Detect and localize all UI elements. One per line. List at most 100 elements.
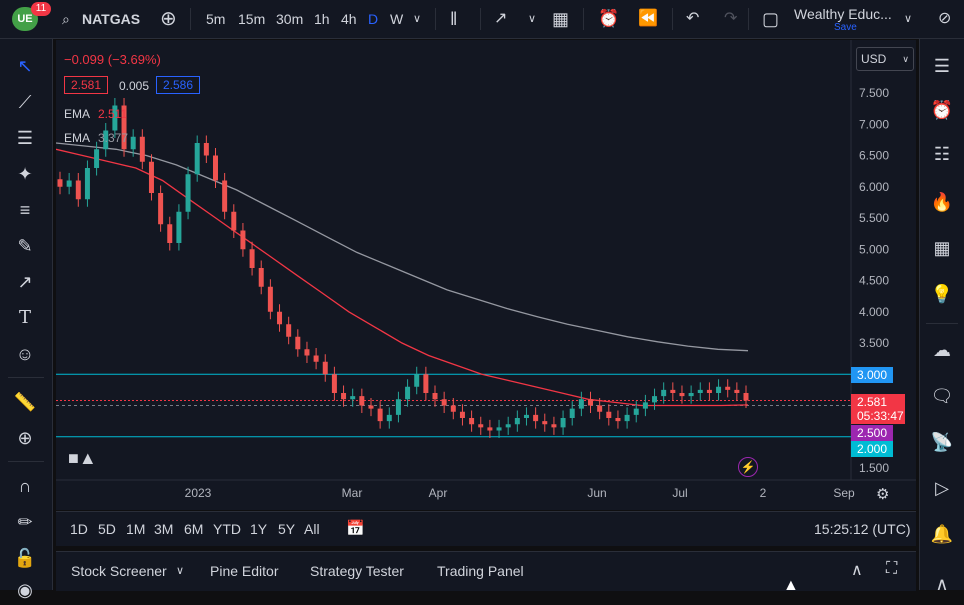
tab-strategy-tester[interactable]: Strategy Tester — [310, 563, 404, 579]
currency-selector[interactable]: USD ∨ — [856, 47, 914, 71]
candle-body — [688, 393, 694, 397]
y-tick-label: 4.500 — [859, 274, 889, 288]
timeframe-30m[interactable]: 30m — [276, 11, 304, 27]
bell-icon[interactable]: 🔔 — [930, 524, 954, 544]
utc-clock[interactable]: 15:25:12 (UTC) — [814, 521, 911, 537]
chat-icon[interactable]: 🗨 — [930, 386, 954, 406]
candle-body — [286, 324, 292, 337]
price-chart[interactable]: 7.500 7.000 6.500 6.000 5.500 5.000 4.500 4.000… — [56, 40, 916, 510]
candle-body — [112, 105, 118, 131]
timeframe-15m[interactable]: 15m — [238, 11, 266, 27]
horizontal-lines-icon[interactable]: ☰ — [16, 128, 34, 148]
broadcast-icon[interactable]: 📡 — [930, 432, 954, 452]
range-1y[interactable]: 1Y — [250, 521, 268, 537]
save-label[interactable]: Save — [834, 22, 857, 33]
candle-body — [450, 405, 456, 412]
candle-body — [432, 393, 438, 400]
trend-line-icon[interactable]: ⟋ — [18, 92, 32, 112]
maximize-icon[interactable]: ⛶ — [886, 560, 898, 577]
lightbulb-icon[interactable]: 💡 — [930, 284, 954, 304]
play-circle-icon[interactable]: ▷ — [935, 478, 949, 498]
timeframe-1h[interactable]: 1h — [314, 11, 330, 27]
y-tick-label: 6.000 — [859, 180, 889, 194]
zoom-in-icon[interactable]: ⊕ — [17, 428, 33, 448]
arrow-icon[interactable]: ↗ — [17, 272, 33, 292]
text-icon[interactable]: T — [18, 307, 31, 328]
search-icon[interactable]: ⌕ — [62, 11, 70, 27]
range-5y[interactable]: 5Y — [278, 521, 296, 537]
tab-stock-screener[interactable]: Stock Screener — [71, 563, 167, 579]
replay-icon[interactable]: ⏪ — [638, 10, 658, 27]
layout-icon[interactable]: ▢ — [762, 9, 780, 29]
timeframe-5m[interactable]: 5m — [206, 11, 226, 27]
chevron-down-icon[interactable]: ∨ — [904, 13, 913, 25]
undo-icon[interactable]: ↶ — [686, 10, 700, 27]
alert-icon[interactable]: ⏰ — [598, 9, 620, 28]
candle-body — [459, 411, 465, 418]
bid-price[interactable]: 2.581 — [64, 76, 109, 94]
mouse-pointer-icon: ▲ — [783, 577, 799, 594]
magnet-icon[interactable]: ∩ — [18, 476, 32, 496]
lightning-icon[interactable]: ⚡ — [738, 457, 758, 477]
chevron-down-icon[interactable]: ∨ — [176, 565, 185, 577]
candle-body — [322, 361, 328, 375]
ask-price[interactable]: 2.586 — [156, 76, 201, 94]
chart-area[interactable]: 7.500 7.000 6.500 6.000 5.500 5.000 4.500 4.000… — [56, 40, 916, 510]
timeframe-4h[interactable]: 4h — [341, 11, 357, 27]
settings-gear-icon[interactable]: ⚙ — [876, 486, 890, 503]
chevron-down-icon[interactable]: ∨ — [528, 13, 537, 25]
timeframe-w[interactable]: W — [390, 11, 404, 27]
fib-icon[interactable]: ≡ — [19, 200, 31, 220]
emoji-icon[interactable]: ☺ — [15, 344, 35, 364]
brush-icon[interactable]: ✎ — [17, 236, 33, 256]
lock-icon[interactable]: 🔓 — [13, 548, 37, 568]
candle-body — [130, 136, 136, 150]
range-3m[interactable]: 3M — [154, 521, 174, 537]
candle-body — [203, 143, 209, 156]
candle-body — [505, 424, 511, 428]
tab-pine-editor[interactable]: Pine Editor — [210, 563, 279, 579]
pattern-icon[interactable]: ✦ — [17, 164, 33, 184]
chevron-down-icon[interactable]: ∨ — [413, 13, 422, 25]
timeframe-d[interactable]: D — [368, 11, 379, 27]
cloud-icon[interactable]: ☁ — [933, 340, 951, 360]
layout-name[interactable]: Wealthy Educ... — [794, 6, 892, 22]
watchlist-icon[interactable]: ☰ — [933, 56, 951, 76]
range-6m[interactable]: 6M — [184, 521, 204, 537]
range-all[interactable]: All — [304, 521, 320, 537]
candle-body — [661, 389, 667, 397]
fire-icon[interactable]: 🔥 — [930, 192, 954, 212]
chevron-up-icon[interactable]: ∧ — [935, 574, 949, 594]
indicators-icon[interactable]: ↗ — [494, 10, 508, 27]
drawing-toggle-icon[interactable]: ⊘ — [938, 10, 952, 27]
symbol-name[interactable]: NATGAS — [82, 11, 141, 27]
ema-fast-line — [56, 148, 749, 407]
lock-drawing-icon[interactable]: ✏ — [17, 512, 33, 532]
tab-trading-panel[interactable]: Trading Panel — [437, 563, 524, 579]
candle-body — [405, 386, 411, 400]
candle-body — [569, 408, 575, 418]
chevron-up-icon[interactable]: ∧ — [851, 562, 863, 579]
cursor-icon[interactable]: ↖ — [17, 56, 33, 76]
x-tick-label: Jun — [587, 486, 606, 500]
add-symbol-icon[interactable]: ⊕ — [160, 8, 177, 30]
alarm-clock-icon[interactable]: ⏰ — [930, 100, 954, 120]
candle-body — [121, 105, 127, 150]
range-1m[interactable]: 1M — [126, 521, 146, 537]
range-1d[interactable]: 1D — [70, 521, 88, 537]
list-add-icon[interactable]: ☷ — [933, 144, 951, 164]
candle-body — [94, 149, 100, 168]
candles-icon[interactable]: ‖ — [450, 9, 458, 29]
range-5d[interactable]: 5D — [98, 521, 116, 537]
calendar-icon[interactable]: 📅 — [346, 520, 365, 537]
candle-body — [642, 402, 648, 409]
calendar-grid-icon[interactable]: ▦ — [933, 238, 951, 258]
range-ytd[interactable]: YTD — [213, 521, 241, 537]
eye-icon[interactable]: ◉ — [17, 580, 33, 600]
ruler-icon[interactable]: 📏 — [13, 392, 37, 412]
layout-grid-icon[interactable]: ▦ — [552, 9, 570, 29]
candle-body — [697, 389, 703, 393]
candle-body — [725, 386, 731, 390]
candle-body — [57, 179, 63, 187]
candle-body — [176, 211, 182, 243]
